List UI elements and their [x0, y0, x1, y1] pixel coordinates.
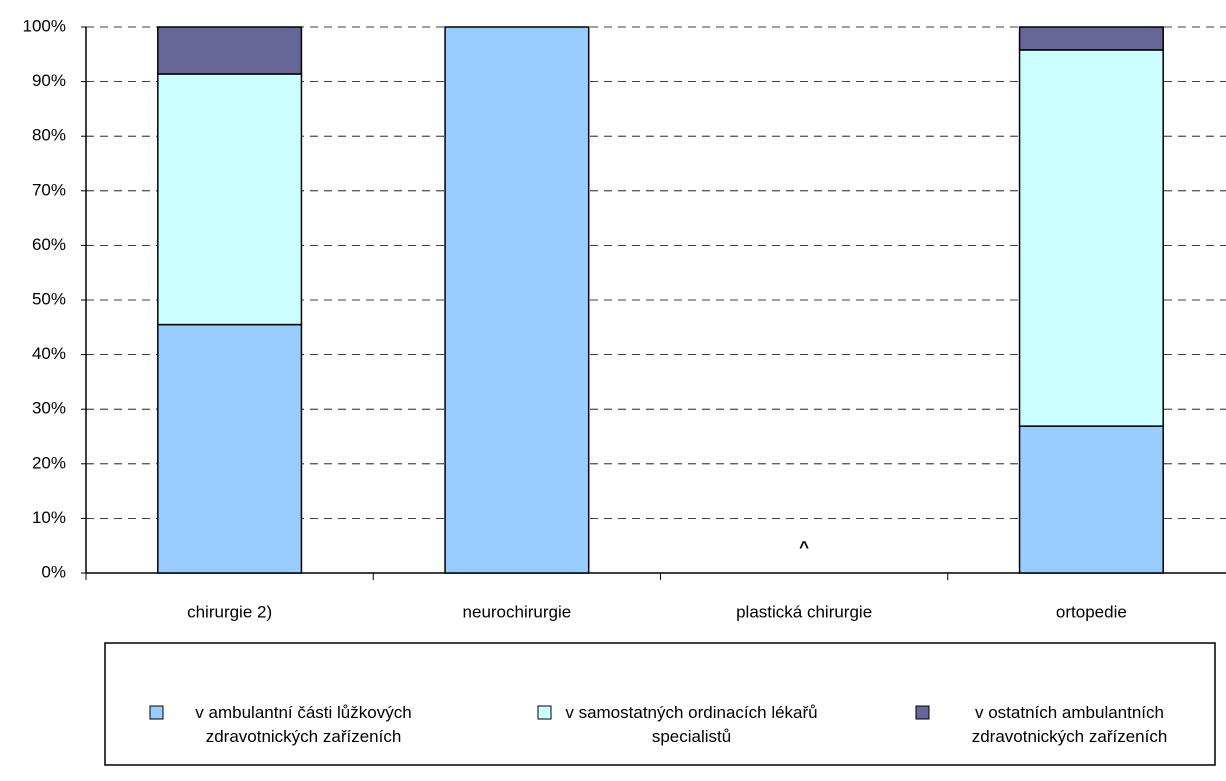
- y-tick-label: 60%: [32, 235, 66, 254]
- x-tick-label: ortopedie: [1056, 602, 1127, 621]
- legend-box: [104, 642, 1216, 766]
- legend-label: v samostatných ordinacích lékařů special…: [565, 703, 818, 746]
- legend-swatch: [149, 705, 164, 720]
- legend-swatch: [537, 705, 552, 720]
- y-tick-label: 40%: [32, 344, 66, 363]
- bar-segment: [1018, 425, 1164, 574]
- y-tick-label: 50%: [32, 289, 66, 308]
- bar-segment: [1018, 49, 1164, 427]
- bar-segment: [157, 26, 303, 75]
- y-tick-label: 20%: [32, 453, 66, 472]
- legend-label: v ambulantní části lůžkových zdravotnick…: [195, 703, 412, 746]
- y-tick-label: 90%: [32, 71, 66, 90]
- bar-segment: [157, 73, 303, 326]
- y-tick-label: 100%: [23, 16, 66, 35]
- x-tick-label: chirurgie 2): [187, 602, 272, 621]
- y-tick-label: 70%: [32, 180, 66, 199]
- legend-swatch: [915, 705, 930, 720]
- x-tick-label: neurochirurgie: [463, 602, 572, 621]
- y-tick-label: 10%: [32, 508, 66, 527]
- legend-label: v ostatních ambulantních zdravotnických …: [971, 703, 1168, 746]
- bar-segment: [157, 323, 303, 574]
- bar-segment: [444, 26, 590, 574]
- y-tick-label: 0%: [41, 562, 66, 581]
- x-tick-label: plastická chirurgie: [736, 602, 872, 621]
- y-tick-label: 80%: [32, 126, 66, 145]
- annotation: ^: [799, 537, 809, 556]
- bar-segment: [1018, 26, 1164, 51]
- y-tick-label: 30%: [32, 399, 66, 418]
